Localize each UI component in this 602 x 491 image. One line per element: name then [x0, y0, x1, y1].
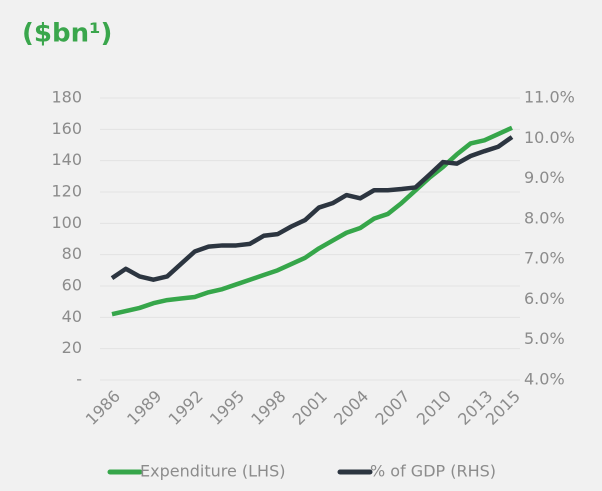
- y2-tick-label: 11.0%: [524, 88, 575, 107]
- y-tick-label: 120: [51, 182, 82, 201]
- x-tick-label: 2001: [289, 387, 331, 429]
- y-tick-label: 160: [51, 119, 82, 138]
- x-tick-label: 1992: [165, 387, 207, 429]
- y2-tick-label: 10.0%: [524, 128, 575, 147]
- y-tick-label: 140: [51, 150, 82, 169]
- x-tick-label: 2004: [330, 387, 372, 429]
- x-tick-label: 2007: [371, 387, 413, 429]
- y-tick-label: 100: [51, 213, 82, 232]
- y2-tick-label: 8.0%: [524, 208, 565, 227]
- legend-label: % of GDP (RHS): [370, 462, 496, 481]
- y-tick-label: 40: [62, 307, 82, 326]
- y2-tick-label: 7.0%: [524, 249, 565, 268]
- y-tick-label: 80: [62, 244, 82, 263]
- x-tick-label: 1995: [206, 387, 248, 429]
- y2-tick-label: 9.0%: [524, 168, 565, 187]
- y-tick-label: 180: [51, 88, 82, 107]
- x-tick-label: 1998: [247, 387, 289, 429]
- x-tick-label: 1986: [82, 387, 124, 429]
- series-line: [110, 135, 514, 282]
- y2-tick-label: 6.0%: [524, 289, 565, 308]
- x-tick-label: 2010: [413, 387, 455, 429]
- y-tick-label: 20: [62, 338, 82, 357]
- series-line: [111, 125, 513, 317]
- y-tick-label: -: [76, 370, 82, 389]
- legend-label: Expenditure (LHS): [140, 462, 285, 481]
- y-tick-label: 60: [62, 276, 82, 295]
- x-tick-label: 1989: [123, 387, 165, 429]
- y2-tick-label: 4.0%: [524, 370, 565, 389]
- y2-tick-label: 5.0%: [524, 329, 565, 348]
- chart-title: ($bn¹): [22, 19, 112, 49]
